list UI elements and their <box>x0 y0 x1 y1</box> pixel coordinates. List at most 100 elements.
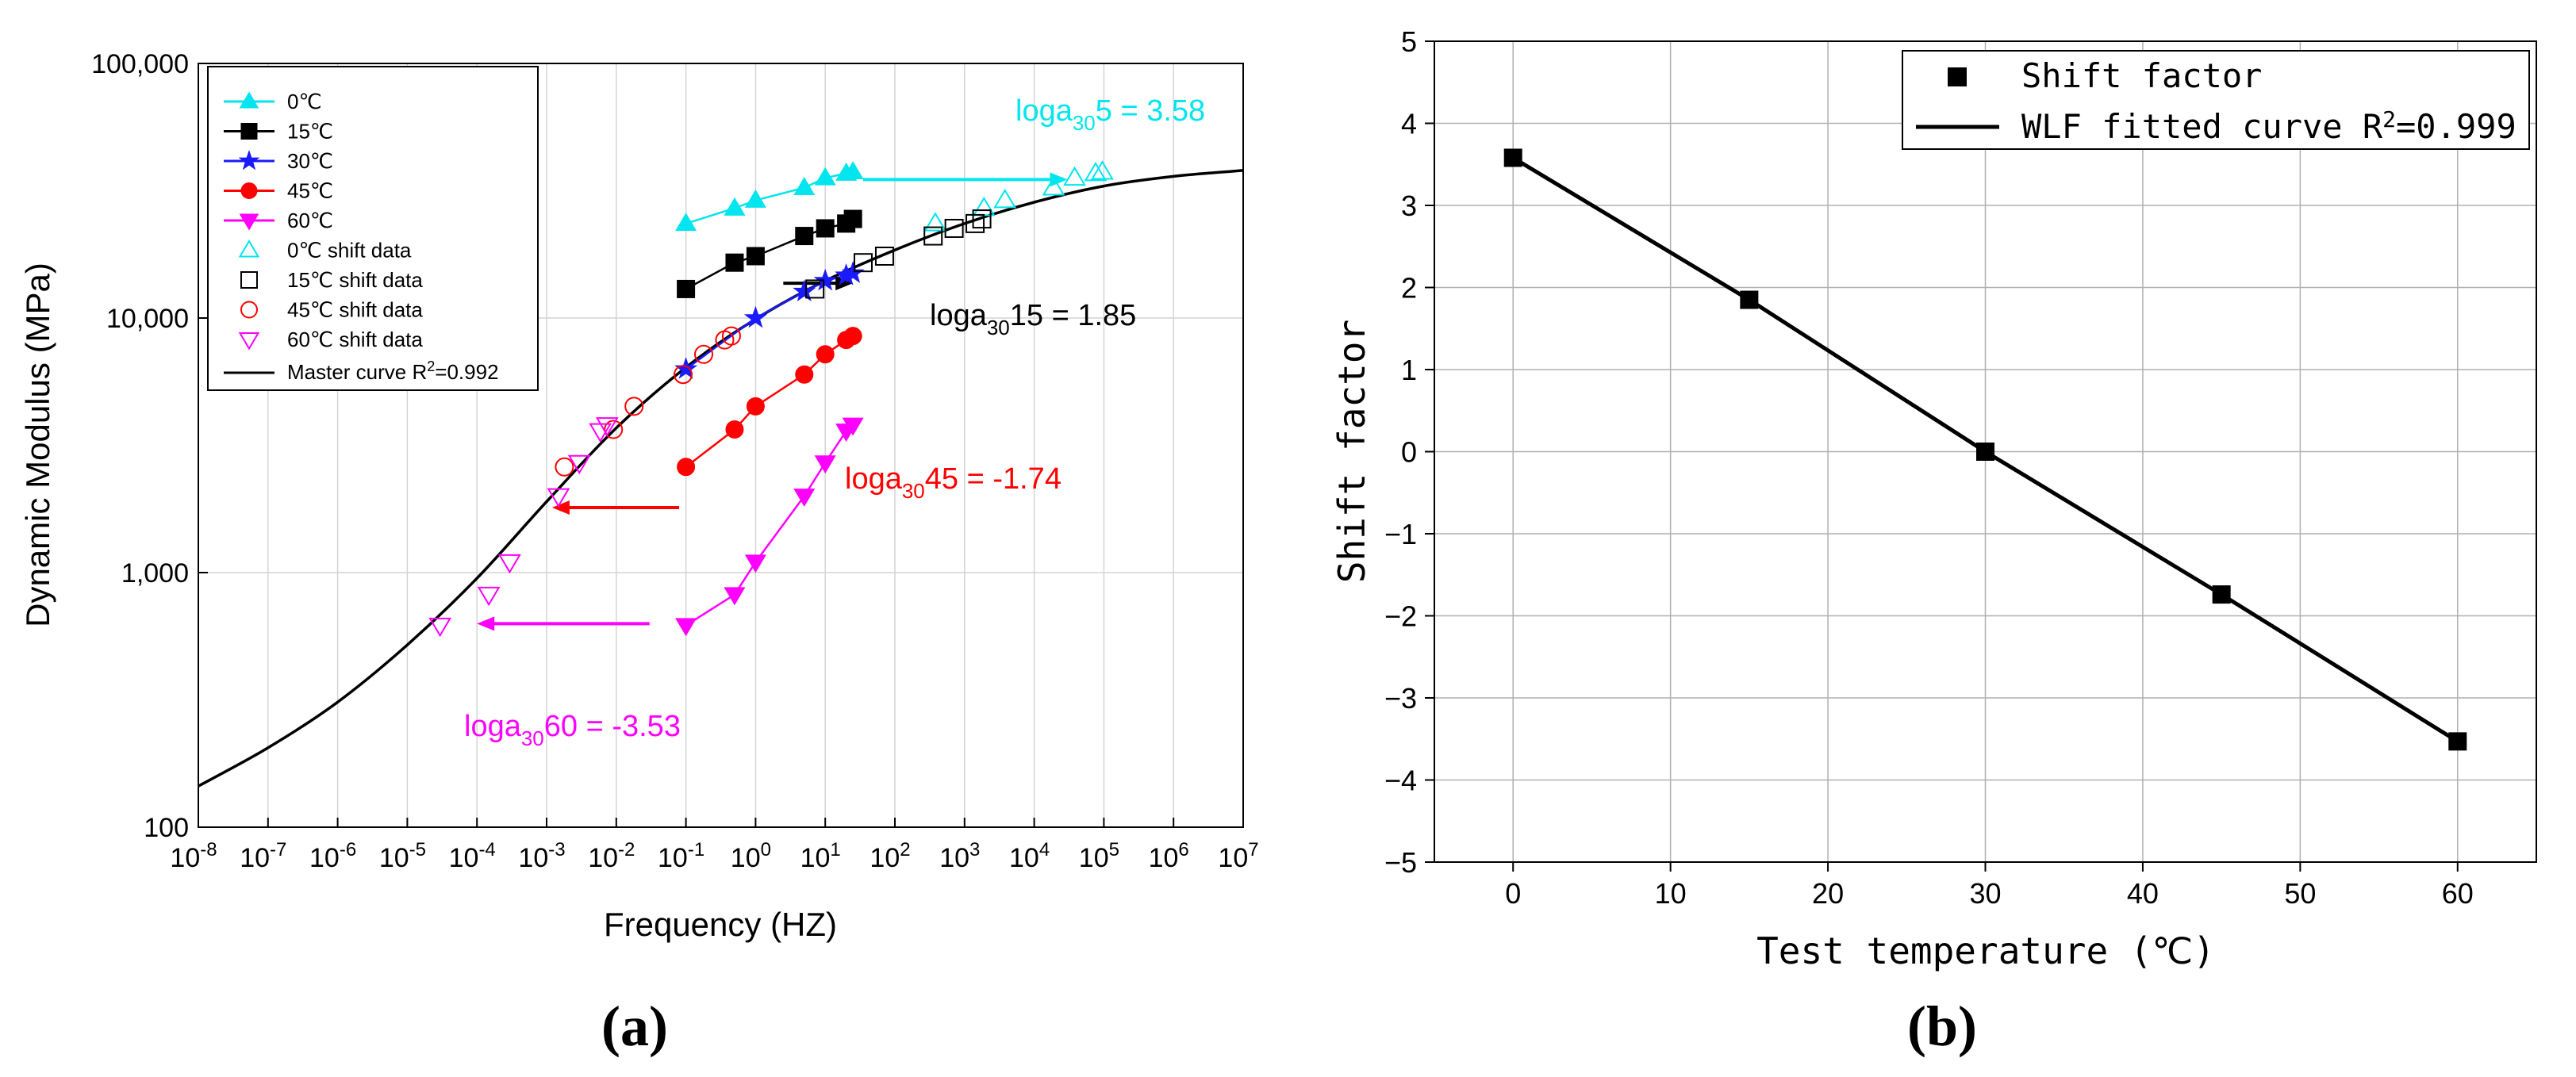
b-y-tick-label: −1 <box>1384 518 1417 550</box>
a-point-s2-0 <box>674 357 698 379</box>
b-point-3 <box>2212 585 2231 604</box>
a-point-s8-2 <box>498 554 521 574</box>
a-legend-label-6: 15℃ shift data <box>287 268 423 292</box>
a-x-tick-label: 101 <box>800 839 841 873</box>
a-shift-arrowhead-2 <box>551 500 570 516</box>
b-y-ticks: −5 −4 −3 −2 −1 0 1 2 3 4 5 <box>1384 25 1434 879</box>
a-point-s0-3 <box>793 177 816 195</box>
a-x-axis-label: Frequency (HZ) <box>604 906 837 943</box>
a-point-s5-4 <box>1063 166 1086 186</box>
a-legend-marker-1 <box>240 123 258 140</box>
a-data-marks <box>428 160 1114 638</box>
a-legend-label-2: 30℃ <box>287 149 333 173</box>
a-legend-marker-6 <box>240 271 258 289</box>
a-point-s7-4 <box>694 344 714 364</box>
a-x-tick-label: 10-8 <box>170 839 217 873</box>
a-shift-arrows <box>477 172 1068 631</box>
a-x-tick-label: 103 <box>939 839 980 873</box>
a-point-s6-2 <box>874 246 894 266</box>
a-series-lines <box>685 171 854 627</box>
a-point-s0-4 <box>814 167 836 186</box>
a-x-tick-label: 10-2 <box>588 839 635 873</box>
a-point-s8-3 <box>547 488 570 508</box>
a-y-tick-label: 10,000 <box>106 304 189 334</box>
a-x-tick-label: 10-7 <box>240 839 286 873</box>
a-x-tick-label: 106 <box>1149 839 1189 873</box>
a-x-ticks: 10-8 10-7 10-6 10-5 10-4 10-3 10-2 10-1 100 101 10… <box>170 818 1259 873</box>
a-point-s5-3 <box>1042 176 1065 196</box>
a-legend-label-3: 45℃ <box>287 179 333 203</box>
a-point-s3-0 <box>677 458 696 477</box>
a-point-s1-6 <box>843 209 862 228</box>
a-point-s8-0 <box>428 617 452 638</box>
a-point-s8-1 <box>477 586 501 607</box>
a-legend-label-7: 45℃ shift data <box>287 298 423 322</box>
a-y-tick-label: 100 <box>144 813 189 843</box>
b-y-tick-label: 2 <box>1401 272 1417 305</box>
a-x-tick-label: 10-6 <box>309 839 356 873</box>
a-point-s4-6 <box>842 417 864 436</box>
a-point-s6-5 <box>966 213 985 233</box>
a-point-s6-6 <box>972 209 992 229</box>
b-y-tick-label: −5 <box>1384 846 1417 879</box>
b-legend-box <box>1902 50 2530 150</box>
a-legend-marker-7 <box>240 301 258 319</box>
b-y-tick-label: 4 <box>1401 108 1417 140</box>
a-point-s2-2 <box>793 279 816 302</box>
a-point-s0-6 <box>842 161 864 180</box>
a-point-s0-2 <box>744 189 766 208</box>
a-legend-marker-2 <box>238 149 260 171</box>
a-x-tick-label: 100 <box>731 839 771 873</box>
a-point-s0-0 <box>675 213 697 232</box>
a-y-ticks: 100 1,000 10,000 100,000 <box>91 49 208 843</box>
a-legend-box <box>207 66 539 391</box>
panel-a: 10-8 10-7 10-6 10-5 10-4 10-3 10-2 10-1 100 101 10… <box>19 49 1259 1058</box>
a-legend-label-1: 15℃ <box>287 120 333 144</box>
a-shift-arrowhead-0 <box>1050 172 1068 187</box>
a-point-s1-3 <box>795 227 814 246</box>
a-point-s4-0 <box>675 618 697 637</box>
a-x-tick-label: 107 <box>1218 839 1258 873</box>
b-y-tick-label: 0 <box>1401 436 1417 469</box>
b-y-tick-label: 5 <box>1401 25 1417 58</box>
a-point-s6-4 <box>944 218 964 238</box>
b-x-axis-label: Test temperature (℃) <box>1756 929 2215 972</box>
a-x-tick-label: 102 <box>870 839 910 873</box>
b-y-tick-label: 1 <box>1401 354 1417 386</box>
a-point-s8-6 <box>595 417 619 437</box>
b-x-ticks: 0 10 20 30 40 50 60 <box>1505 862 2474 910</box>
b-point-1 <box>1740 290 1759 309</box>
a-master-curve <box>198 169 1244 788</box>
a-point-s3-1 <box>725 420 744 439</box>
b-x-tick-label: 30 <box>1969 877 2001 910</box>
a-x-tick-label: 10-3 <box>518 839 565 873</box>
a-series-line-4 <box>685 424 854 627</box>
b-y-tick-label: −4 <box>1384 765 1417 797</box>
a-point-s3-3 <box>795 365 814 384</box>
a-legend-marker-0 <box>239 91 259 109</box>
a-y-axis-label: Dynamic Modulus (MPa) <box>19 263 56 627</box>
a-y-tick-label: 1,000 <box>121 558 189 588</box>
a-annotation-1: loga3015 = 1.85 <box>930 299 1136 339</box>
b-legend-label-shift: Shift factor <box>2021 56 2262 95</box>
a-point-s1-1 <box>725 253 744 272</box>
a-point-s2-3 <box>813 268 837 291</box>
a-legend-label-4: 60℃ <box>287 209 333 232</box>
a-point-s7-3 <box>674 365 693 385</box>
a-point-s0-1 <box>724 197 746 216</box>
b-legend-label-wlf: WLF fitted curve R2=0.999 <box>2021 106 2516 146</box>
b-x-tick-label: 10 <box>1655 877 1687 910</box>
a-point-s2-5 <box>841 261 865 283</box>
a-point-s7-6 <box>721 326 741 346</box>
a-legend-marker-5 <box>238 240 260 258</box>
a-point-s3-6 <box>843 327 862 346</box>
a-point-s5-2 <box>993 188 1017 209</box>
a-y-tick-label: 100,000 <box>91 49 189 79</box>
a-point-s4-3 <box>793 489 816 508</box>
a-point-s5-0 <box>923 212 947 232</box>
a-point-s5-6 <box>1091 160 1114 180</box>
b-point-4 <box>2448 732 2467 751</box>
a-x-tick-label: 10-5 <box>379 839 426 873</box>
a-annotation-3: loga3060 = -3.53 <box>464 710 681 750</box>
